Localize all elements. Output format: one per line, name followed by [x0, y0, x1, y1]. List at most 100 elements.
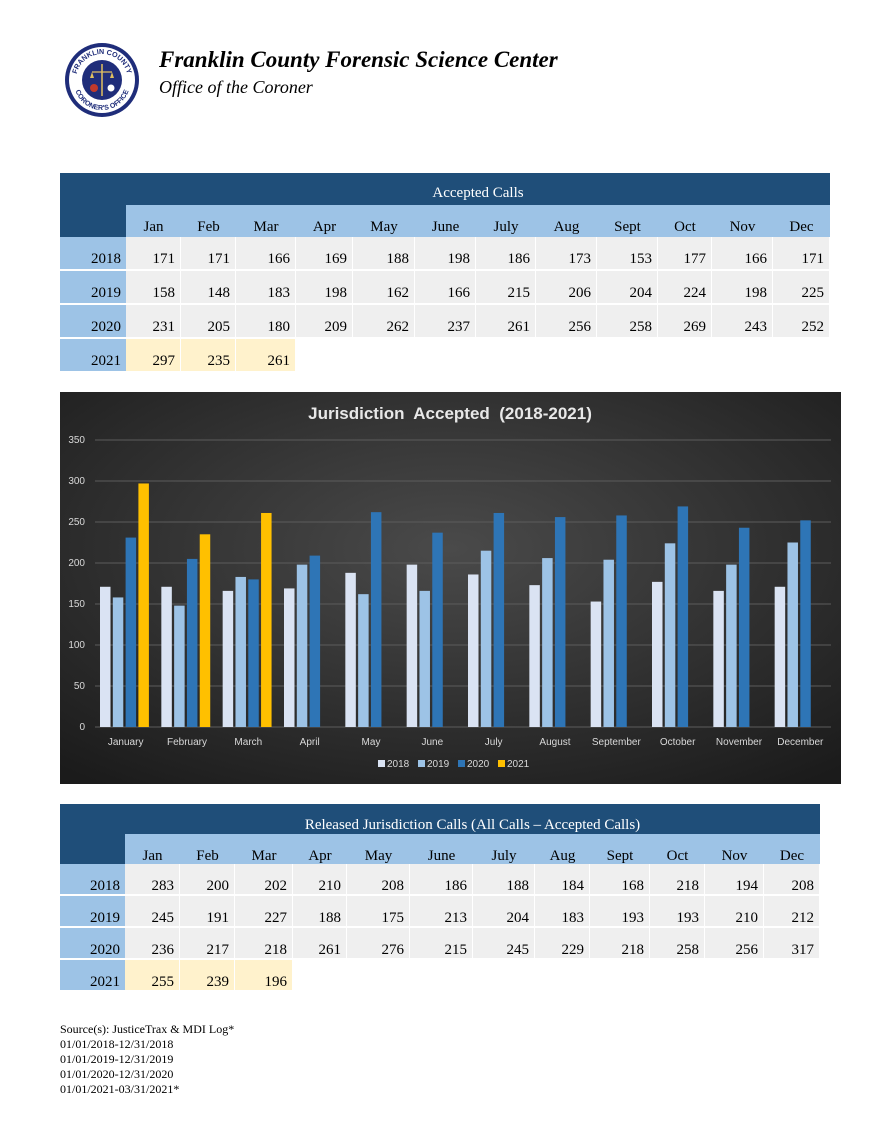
bar-2020-june — [432, 532, 443, 727]
x-tick-label: December — [777, 737, 824, 748]
x-tick-label: October — [660, 737, 696, 748]
bar-2018-january — [100, 586, 111, 727]
x-tick-label: May — [362, 737, 381, 748]
x-tick-label: August — [539, 737, 570, 748]
legend-label: 2018 — [387, 759, 410, 770]
bar-2019-january — [112, 597, 124, 727]
year-label: 2018 — [60, 237, 126, 269]
value-cell: 169 — [296, 237, 353, 269]
y-tick-label: 200 — [68, 558, 85, 569]
month-header: Jan — [126, 205, 181, 237]
value-cell: 171 — [773, 237, 830, 269]
month-header: Feb — [180, 834, 235, 864]
value-cell: 194 — [705, 864, 764, 894]
year-label: 2020 — [60, 305, 126, 337]
value-cell: 239 — [180, 960, 235, 990]
value-cell: 173 — [536, 237, 597, 269]
value-cell: 166 — [236, 237, 296, 269]
year-label: 2021 — [60, 960, 125, 990]
month-header: May — [353, 205, 415, 237]
table-corner — [60, 205, 126, 237]
bar-2018-february — [161, 586, 172, 727]
value-cell: 210 — [293, 864, 347, 894]
bar-2020-october — [677, 506, 689, 727]
value-cell: 193 — [590, 896, 650, 926]
value-cell: 198 — [712, 271, 773, 303]
jurisdiction-accepted-chart: Jurisdiction Accepted (2018-2021) 0 50 100… — [60, 392, 841, 784]
value-cell: 188 — [473, 864, 535, 894]
value-cell: 317 — [764, 928, 820, 958]
bar-2020-august — [554, 517, 566, 727]
value-cell: 227 — [235, 896, 293, 926]
bar-2018-december — [774, 586, 786, 727]
value-cell: 196 — [235, 960, 293, 990]
value-cell: 188 — [293, 896, 347, 926]
month-header: Oct — [658, 205, 712, 237]
bar-2019-may — [358, 594, 369, 727]
value-cell: 258 — [650, 928, 705, 958]
bar-2018-may — [345, 572, 356, 727]
value-cell: 180 — [236, 305, 296, 337]
value-cell: 204 — [473, 896, 535, 926]
month-header: Nov — [712, 205, 773, 237]
x-tick-label: January — [108, 737, 144, 748]
value-cell: 193 — [650, 896, 705, 926]
year-label: 2018 — [60, 864, 125, 894]
bar-2018-july — [468, 574, 479, 727]
value-cell: 261 — [293, 928, 347, 958]
value-cell: 237 — [415, 305, 476, 337]
value-cell: 218 — [235, 928, 293, 958]
x-tick-label: November — [716, 737, 763, 748]
month-header: Sept — [590, 834, 650, 864]
legend-label: 2021 — [507, 759, 530, 770]
value-cell: 206 — [536, 271, 597, 303]
value-cell: 276 — [347, 928, 410, 958]
y-tick-label: 150 — [68, 599, 85, 610]
value-cell: 153 — [597, 237, 658, 269]
value-cell: 236 — [125, 928, 180, 958]
value-cell: 166 — [415, 271, 476, 303]
value-cell: 171 — [126, 237, 181, 269]
month-header: Apr — [296, 205, 353, 237]
y-tick-label: 100 — [68, 640, 85, 651]
value-cell: 168 — [590, 864, 650, 894]
table-title: Accepted Calls — [432, 185, 524, 201]
y-tick-label: 0 — [79, 722, 85, 733]
month-header: July — [476, 205, 536, 237]
table-title-band — [60, 804, 820, 834]
legend-label: 2019 — [427, 759, 450, 770]
month-header: Mar — [235, 834, 293, 864]
value-cell: 205 — [181, 305, 236, 337]
value-cell: 208 — [764, 864, 820, 894]
bar-2018-june — [406, 564, 418, 727]
date-range-line: 01/01/2020-12/31/2020 — [60, 1067, 174, 1081]
bar-2020-july — [493, 512, 505, 727]
month-header: Dec — [773, 205, 830, 237]
source-line: Source(s): JusticeTrax & MDI Log* — [60, 1022, 235, 1036]
bar-2019-august — [542, 558, 553, 727]
month-header: Dec — [764, 834, 820, 864]
value-cell: 186 — [476, 237, 536, 269]
value-cell: 261 — [476, 305, 536, 337]
value-cell: 269 — [658, 305, 712, 337]
date-range-line: 01/01/2019-12/31/2019 — [60, 1052, 174, 1066]
value-cell: 148 — [181, 271, 236, 303]
value-cell: 225 — [773, 271, 830, 303]
legend-label: 2020 — [467, 759, 490, 770]
month-header: Aug — [535, 834, 590, 864]
value-cell: 158 — [126, 271, 181, 303]
value-cell: 256 — [536, 305, 597, 337]
value-cell: 283 — [125, 864, 180, 894]
x-tick-label: February — [167, 737, 207, 748]
value-cell: 175 — [347, 896, 410, 926]
source-notes: Source(s): JusticeTrax & MDI Log* 01/01/… — [60, 1022, 234, 1097]
value-cell: 229 — [535, 928, 590, 958]
value-cell: 231 — [126, 305, 181, 337]
value-cell: 210 — [705, 896, 764, 926]
month-header: Feb — [181, 205, 236, 237]
bar-2020-march — [248, 579, 259, 727]
value-cell: 224 — [658, 271, 712, 303]
bar-2020-december — [800, 520, 811, 727]
value-cell: 188 — [353, 237, 415, 269]
value-cell: 177 — [658, 237, 712, 269]
